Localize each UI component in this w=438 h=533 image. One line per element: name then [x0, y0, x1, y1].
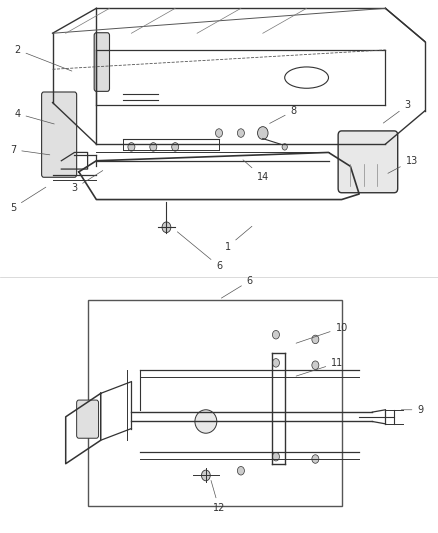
Circle shape [162, 222, 171, 232]
Text: 6: 6 [177, 232, 222, 271]
Text: 5: 5 [10, 187, 46, 213]
FancyBboxPatch shape [77, 400, 99, 438]
Circle shape [128, 143, 135, 151]
Circle shape [272, 330, 279, 339]
Text: 12: 12 [211, 480, 225, 513]
Circle shape [272, 359, 279, 367]
Text: 2: 2 [14, 45, 72, 71]
Circle shape [150, 143, 157, 151]
FancyBboxPatch shape [42, 92, 77, 177]
Text: 10: 10 [296, 322, 348, 343]
Circle shape [312, 455, 319, 463]
FancyBboxPatch shape [94, 33, 110, 91]
Circle shape [282, 144, 287, 150]
Text: 8: 8 [270, 106, 297, 124]
Circle shape [237, 129, 244, 138]
Ellipse shape [195, 410, 217, 433]
Text: 3: 3 [71, 171, 103, 193]
Circle shape [215, 129, 223, 138]
Text: 3: 3 [383, 100, 410, 123]
Circle shape [312, 361, 319, 369]
Text: 1: 1 [225, 227, 252, 252]
FancyBboxPatch shape [338, 131, 398, 193]
Text: 13: 13 [388, 156, 418, 173]
Text: 14: 14 [243, 160, 269, 182]
Text: 7: 7 [10, 144, 50, 155]
Circle shape [172, 143, 179, 151]
Circle shape [201, 470, 210, 481]
Circle shape [272, 453, 279, 461]
Circle shape [312, 335, 319, 344]
Text: 9: 9 [401, 405, 424, 415]
Circle shape [258, 127, 268, 140]
Text: 4: 4 [14, 109, 54, 124]
Text: 6: 6 [221, 276, 253, 298]
Circle shape [237, 466, 244, 475]
Text: 11: 11 [296, 358, 343, 376]
